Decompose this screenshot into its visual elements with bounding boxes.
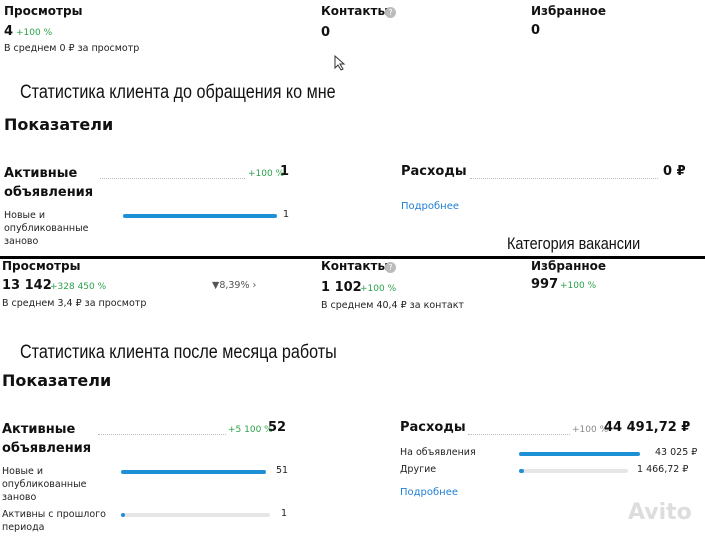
row-label: На объявления — [400, 447, 476, 458]
divider — [0, 256, 705, 259]
value: 4 — [4, 24, 14, 39]
avg: В среднем 40,4 ₽ за контакт — [321, 300, 464, 311]
row-label: Активны с прошлого периода — [2, 509, 106, 533]
value: 1 102 — [321, 280, 362, 295]
value: 0 ₽ — [663, 164, 686, 179]
label: Избранное — [531, 4, 607, 18]
avg: В среднем 0 ₽ за просмотр — [4, 43, 140, 54]
progress — [121, 470, 266, 474]
leader — [100, 178, 245, 179]
change: +5 100 % — [228, 425, 273, 435]
label: Активные объявления — [4, 166, 94, 200]
value: 13 142 — [2, 278, 52, 293]
label: Просмотры — [2, 259, 81, 273]
label: Активные объявления — [2, 422, 92, 456]
row-value: 1 466,72 ₽ — [637, 464, 689, 475]
value: 52 — [268, 420, 287, 435]
progress — [123, 214, 277, 218]
progress — [519, 469, 628, 473]
value: 0 — [321, 25, 331, 40]
leader — [468, 434, 570, 435]
caption: Категория вакансии — [507, 234, 641, 253]
section-title: Показатели — [2, 371, 112, 390]
label: Контакты — [321, 4, 389, 18]
label: Расходы — [400, 420, 466, 435]
trend-value: 8,39% — [219, 280, 250, 291]
row-label: Другие — [400, 464, 437, 475]
change: +100 % — [16, 28, 53, 38]
watermark: Avito — [628, 500, 692, 525]
row-value: 1 — [281, 508, 288, 519]
row-label: Новые и опубликованные заново — [4, 210, 89, 247]
value: 1 — [280, 164, 290, 179]
progress — [121, 513, 270, 517]
change: +100 % — [360, 284, 397, 294]
link[interactable]: Подробнее — [400, 487, 459, 498]
avg: В среднем 3,4 ₽ за просмотр — [2, 298, 147, 309]
leader — [470, 178, 658, 179]
caption: Статистика клиента после месяца работы — [20, 342, 337, 363]
label: Расходы — [401, 164, 467, 179]
help-icon[interactable]: ? — [385, 262, 396, 273]
change: +100 % — [560, 281, 597, 291]
label: Просмотры — [4, 4, 83, 18]
progress — [519, 452, 640, 456]
label: Избранное — [531, 259, 607, 273]
section-title: Показатели — [4, 115, 114, 134]
row-label: Новые и опубликованные заново — [2, 466, 87, 503]
value: 997 — [531, 277, 559, 292]
caption: Статистика клиента до обращения ко мне — [20, 82, 336, 103]
link[interactable]: Подробнее — [401, 201, 460, 212]
value: 0 — [531, 23, 541, 38]
help-icon[interactable]: ? — [385, 7, 396, 18]
change: +100 % — [572, 425, 609, 435]
row-value: 43 025 ₽ — [655, 447, 698, 458]
value: 44 491,72 ₽ — [604, 420, 691, 435]
change: +328 450 % — [50, 282, 107, 292]
label: Контакты — [321, 259, 389, 273]
leader — [98, 434, 226, 435]
cursor — [334, 55, 346, 71]
trend[interactable]: ▼8,39% › — [212, 280, 257, 291]
row-value: 1 — [283, 209, 290, 220]
change: +100 % — [248, 169, 285, 179]
row-value: 51 — [276, 465, 289, 476]
